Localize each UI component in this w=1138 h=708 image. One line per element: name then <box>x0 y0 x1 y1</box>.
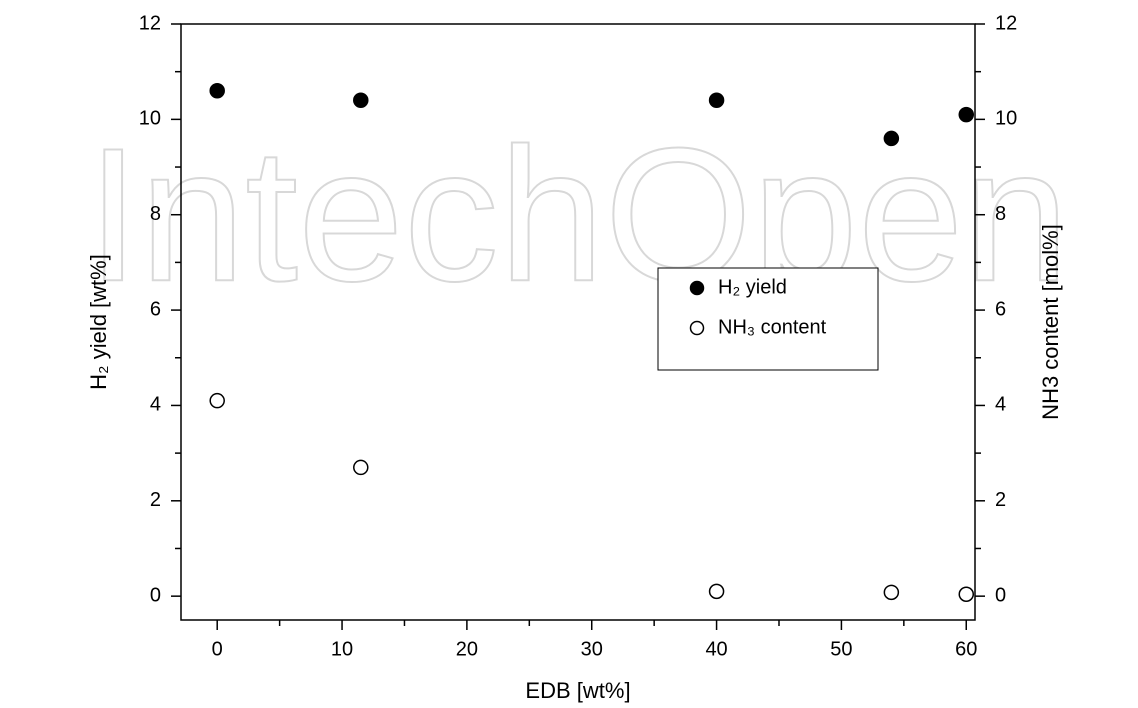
y-tick-label: 8 <box>150 203 161 225</box>
marker <box>883 584 900 601</box>
y2-tick-label: 8 <box>995 203 1006 225</box>
y-tick-label: 12 <box>139 12 161 34</box>
marker <box>958 586 975 603</box>
marker <box>353 92 369 109</box>
x-tick-label: 40 <box>705 638 727 660</box>
y2-tick-label: 10 <box>995 108 1017 130</box>
watermark: IntechOpen <box>87 109 1069 321</box>
marker <box>708 583 725 600</box>
x-tick-label: 20 <box>456 638 478 660</box>
marker <box>689 320 705 336</box>
plot-frame <box>180 23 976 621</box>
x-tick-label: 30 <box>581 638 603 660</box>
marker <box>958 106 975 123</box>
y-axis-title: H₂ yield [wt%] <box>86 254 111 390</box>
legend-label: H₂ yield <box>718 276 787 298</box>
marker <box>883 130 900 147</box>
legend-label: NH₃ content <box>718 316 827 338</box>
x-tick-label: 10 <box>331 638 353 660</box>
y2-axis-title: NH3 content [mol%] <box>1038 224 1063 420</box>
x-tick-label: 50 <box>830 638 852 660</box>
y2-tick-label: 6 <box>995 298 1006 320</box>
x-tick-label: 60 <box>955 638 977 660</box>
x-axis-title: EDB [wt%] <box>525 678 630 703</box>
marker <box>209 392 225 409</box>
y-tick-label: 10 <box>139 108 161 130</box>
marker <box>689 280 705 296</box>
y-tick-label: 2 <box>150 489 161 511</box>
marker <box>353 459 369 476</box>
y2-tick-label: 12 <box>995 12 1017 34</box>
marker <box>708 92 725 109</box>
y2-tick-label: 0 <box>995 584 1006 606</box>
y-tick-label: 4 <box>150 394 161 416</box>
x-tick-label: 0 <box>212 638 223 660</box>
y2-tick-label: 4 <box>995 394 1006 416</box>
y2-tick-label: 2 <box>995 489 1006 511</box>
y-tick-label: 0 <box>150 584 161 606</box>
marker <box>209 83 225 99</box>
y-tick-label: 6 <box>150 298 161 320</box>
